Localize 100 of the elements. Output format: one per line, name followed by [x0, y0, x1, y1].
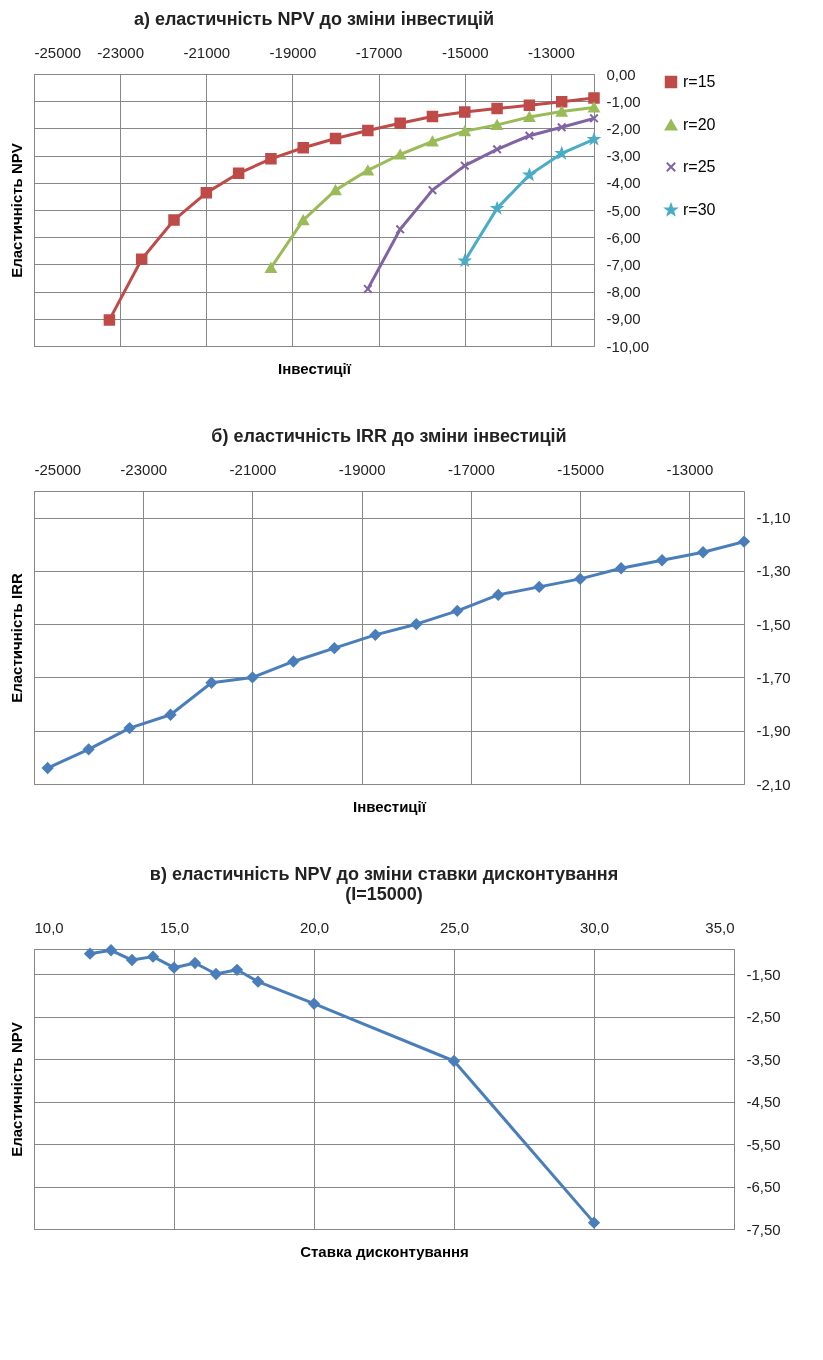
x-tick-label: -25000 [34, 43, 82, 61]
point [589, 113, 599, 124]
point [523, 111, 536, 123]
point [459, 126, 471, 137]
x-tick-label: 10,0 [34, 918, 64, 936]
point [362, 124, 374, 137]
y-axis-title: Еластичність NPV [7, 143, 25, 278]
y-tick-label: -1,50 [746, 965, 781, 983]
x-tick-label: 25,0 [439, 918, 470, 936]
x-tick-label: -15000 [557, 460, 605, 478]
point [200, 187, 213, 199]
point [555, 106, 568, 117]
point [135, 253, 148, 265]
point [164, 709, 177, 721]
legend-label: r=15 [683, 73, 716, 90]
point [394, 149, 406, 160]
x-tick-label: 35,0 [705, 918, 735, 936]
x-tick-label: -25000 [34, 460, 82, 478]
x-tick-label: -13000 [528, 43, 575, 61]
y-tick-label: -4,50 [746, 1093, 781, 1111]
x-tick-label: -19000 [338, 460, 386, 478]
y-tick-label: -8,00 [606, 283, 641, 301]
point [297, 214, 309, 226]
point [491, 102, 503, 115]
y-tick-label: -1,50 [756, 615, 791, 633]
point [168, 214, 180, 226]
point [656, 554, 668, 566]
y-tick-label: -3,00 [606, 147, 641, 165]
point [410, 618, 423, 630]
point [451, 605, 464, 617]
y-axis-title: Еластичність NPV [7, 1022, 25, 1157]
point [205, 677, 218, 689]
y-tick-label: -2,10 [756, 775, 791, 793]
chart-title: б) еластичність IRR до зміни інвестицій [211, 426, 567, 446]
x-tick-label: -23000 [97, 43, 145, 61]
y-tick-label: -6,50 [746, 1178, 781, 1196]
point [329, 185, 342, 196]
point [588, 102, 600, 113]
x-tick-label: 20,0 [299, 918, 330, 936]
point [362, 165, 374, 176]
y-axis-title: Еластичність IRR [7, 573, 25, 703]
point [265, 153, 277, 165]
point [265, 262, 277, 274]
point [574, 573, 586, 585]
y-tick-label: -1,10 [756, 509, 791, 527]
chart-title: а) еластичність NPV до зміни інвестицій [133, 9, 495, 29]
point [369, 629, 382, 641]
point [426, 110, 439, 123]
point [588, 92, 600, 104]
x-tick-label: -23000 [120, 460, 168, 478]
y-tick-label: -1,30 [756, 562, 791, 580]
point [697, 546, 709, 559]
point [426, 136, 439, 147]
x-tick-label: -21000 [229, 460, 277, 478]
y-tick-label: 0,00 [606, 65, 636, 83]
y-tick-label: -7,50 [746, 1220, 781, 1238]
point [491, 119, 503, 130]
point [41, 762, 54, 774]
point [395, 224, 405, 235]
y-tick-label: -4,00 [606, 174, 641, 192]
point [533, 581, 545, 593]
point [232, 167, 245, 180]
y-tick-label: -6,00 [606, 228, 641, 246]
legend-label: r=25 [683, 158, 716, 175]
x-tick-label: -21000 [183, 43, 231, 61]
point [555, 96, 568, 108]
point [459, 106, 471, 118]
chart-title: в) еластичність NPV до зміни ставки дисконтування (I=15000) [149, 864, 619, 904]
x-axis-title: Інвестиції [353, 797, 427, 815]
x-tick-label: -17000 [355, 43, 403, 61]
y-tick-label: -1,90 [756, 722, 791, 740]
x-tick-label: -13000 [666, 460, 714, 478]
y-tick-label: -5,50 [746, 1135, 781, 1153]
point [738, 535, 750, 548]
y-tick-label: -9,00 [606, 310, 641, 328]
point [427, 185, 438, 195]
x-tick-label: 15,0 [159, 918, 190, 936]
y-tick-label: -10,00 [606, 337, 650, 355]
y-tick-label: -1,70 [756, 668, 791, 686]
x-axis-title: Ставка дисконтування [300, 1242, 469, 1260]
point [524, 130, 535, 141]
y-tick-label: -2,50 [746, 1008, 781, 1026]
point [615, 562, 627, 574]
y-tick-label: -1,00 [606, 92, 641, 110]
x-tick-label: -15000 [441, 43, 489, 61]
y-tick-label: -2,00 [606, 119, 641, 137]
point [246, 671, 259, 684]
point [329, 132, 342, 145]
point [103, 314, 116, 326]
point [394, 117, 406, 129]
x-tick-label: -17000 [448, 460, 495, 478]
point [459, 160, 470, 171]
point [328, 642, 341, 654]
y-tick-label: -5,00 [606, 201, 641, 219]
point [287, 655, 300, 668]
point [363, 284, 373, 294]
y-tick-label: -7,00 [606, 255, 641, 273]
point [523, 99, 536, 112]
x-tick-label: -19000 [269, 43, 317, 61]
point [492, 144, 502, 155]
